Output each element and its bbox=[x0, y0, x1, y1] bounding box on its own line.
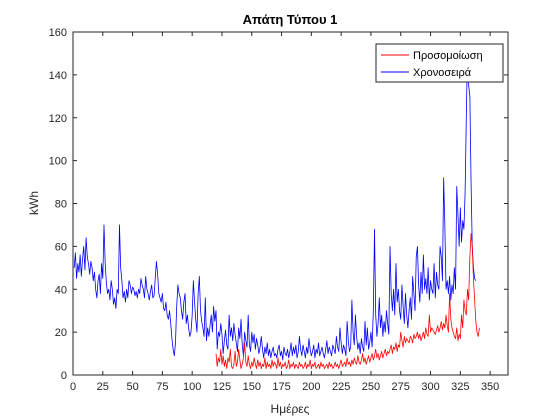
y-tick-label: 40 bbox=[55, 284, 67, 296]
x-tick-label: 175 bbox=[272, 381, 290, 393]
legend-label-simulation: Προσομοίωση bbox=[413, 50, 483, 62]
y-tick-label: 20 bbox=[55, 327, 67, 339]
x-tick-label: 275 bbox=[392, 381, 410, 393]
y-axis-label: kWh bbox=[27, 191, 41, 215]
y-axis-ticks: 0 20 40 60 80 100 120 140 160 bbox=[49, 27, 508, 382]
x-axis-ticks: 0 25 50 75 100 125 150 175 200 225 250 275 300 325 350 bbox=[70, 32, 499, 393]
plot-area bbox=[73, 32, 508, 375]
series-layer bbox=[73, 48, 480, 369]
y-tick-label: 0 bbox=[61, 370, 67, 382]
x-tick-label: 0 bbox=[70, 381, 76, 393]
series-line-simulation bbox=[215, 233, 480, 369]
y-tick-label: 80 bbox=[55, 199, 67, 211]
legend-box bbox=[375, 43, 504, 83]
x-axis-label: Ημέρες bbox=[271, 402, 310, 416]
x-tick-label: 325 bbox=[451, 381, 469, 393]
x-tick-label: 25 bbox=[97, 381, 109, 393]
x-tick-label: 300 bbox=[421, 381, 439, 393]
legend-label-timeseries: Χρονοσειρά bbox=[413, 67, 472, 79]
x-tick-label: 100 bbox=[183, 381, 201, 393]
x-tick-label: 125 bbox=[213, 381, 231, 393]
x-tick-label: 225 bbox=[332, 381, 350, 393]
y-tick-label: 100 bbox=[49, 156, 67, 168]
x-tick-label: 200 bbox=[302, 381, 320, 393]
x-tick-label: 150 bbox=[243, 381, 261, 393]
y-tick-label: 60 bbox=[55, 241, 67, 253]
x-tick-label: 350 bbox=[481, 381, 499, 393]
x-tick-label: 50 bbox=[126, 381, 138, 393]
y-tick-label: 120 bbox=[49, 113, 67, 125]
x-tick-label: 250 bbox=[362, 381, 380, 393]
series-line-timeseries bbox=[73, 48, 477, 361]
chart-title: Απάτη Τύπου 1 bbox=[243, 12, 338, 27]
x-tick-label: 75 bbox=[156, 381, 168, 393]
y-tick-label: 160 bbox=[49, 27, 67, 39]
y-tick-label: 140 bbox=[49, 70, 67, 82]
legend: Προσομοίωση Χρονοσειρά bbox=[375, 43, 504, 83]
